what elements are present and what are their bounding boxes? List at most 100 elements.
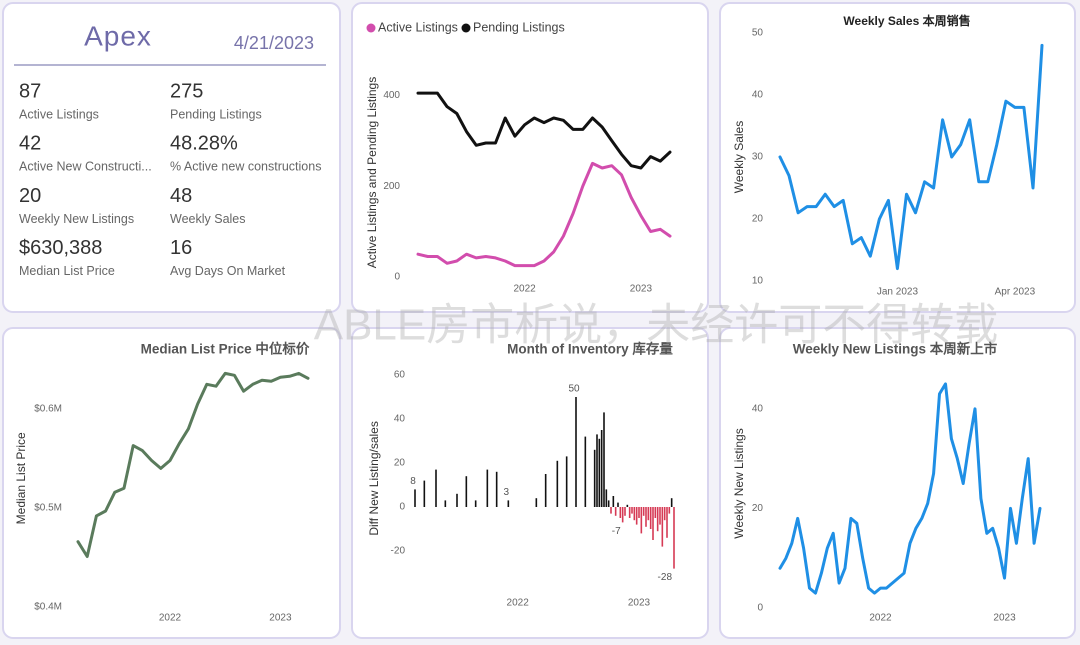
kpi-label: Median List Price xyxy=(19,264,115,278)
bar xyxy=(596,434,598,507)
kpi-label: Pending Listings xyxy=(170,107,262,121)
chart-title: Month of Inventory 库存量 xyxy=(507,341,673,357)
y-axis-title: Weekly Sales xyxy=(732,121,746,193)
x-tick-label: 2022 xyxy=(513,284,536,295)
bar xyxy=(645,507,647,527)
chart-card xyxy=(351,2,709,313)
y-tick-label: 0 xyxy=(757,603,763,614)
y-tick-label: 400 xyxy=(383,90,400,101)
y-tick-label: $0.4M xyxy=(34,602,62,613)
kpi-label: Weekly Sales xyxy=(170,212,246,226)
data-label: -28 xyxy=(658,572,673,583)
bar xyxy=(617,502,619,507)
chart-title: Weekly New Listings 本周新上市 xyxy=(793,341,998,357)
bar xyxy=(628,507,631,518)
x-tick-label: Jan 2023 xyxy=(877,287,919,298)
bar xyxy=(607,500,610,507)
bar xyxy=(465,476,468,507)
bar xyxy=(507,500,510,507)
y-tick-label: 10 xyxy=(752,276,764,287)
bar xyxy=(652,507,654,540)
data-label: 3 xyxy=(504,487,510,498)
bar xyxy=(663,507,666,521)
line xyxy=(416,91,672,170)
x-tick-label: 2022 xyxy=(159,613,182,624)
x-tick-label: Apr 2023 xyxy=(995,287,1036,298)
kpi-label: Weekly New Listings xyxy=(19,212,134,226)
line xyxy=(76,371,310,558)
bar xyxy=(556,460,559,507)
kpi-label: Avg Days On Market xyxy=(170,264,286,278)
chart-card xyxy=(351,327,709,639)
bar xyxy=(600,430,603,507)
bar xyxy=(619,507,622,518)
chart-card xyxy=(719,2,1076,313)
x-tick-label: 2023 xyxy=(269,613,292,624)
y-tick-label: $0.5M xyxy=(34,503,62,514)
kpi-value: 87 xyxy=(19,80,41,102)
chart-title: Median List Price 中位标价 xyxy=(141,341,310,357)
data-label: 50 xyxy=(568,384,580,395)
y-tick-label: 40 xyxy=(752,403,764,414)
bar xyxy=(414,489,416,507)
watermark: ABLE房市析说，未经许可不得转载 xyxy=(314,301,999,350)
line xyxy=(778,43,1044,271)
bar xyxy=(535,498,538,507)
kpi-value: 48 xyxy=(170,185,192,207)
bar xyxy=(612,496,615,507)
bar xyxy=(666,507,668,538)
data-label: 8 xyxy=(410,476,416,487)
line xyxy=(778,382,1042,595)
y-tick-label: 20 xyxy=(394,458,406,469)
kpi-value: 16 xyxy=(170,237,192,259)
kpi-date: 4/21/2023 xyxy=(234,33,314,53)
bar xyxy=(631,507,633,514)
bar xyxy=(635,507,638,525)
bar xyxy=(598,438,601,507)
bar xyxy=(435,469,437,507)
y-tick-label: 200 xyxy=(383,181,400,192)
legend-marker xyxy=(461,23,471,33)
y-axis-title: Median List Price xyxy=(14,432,28,524)
bar xyxy=(642,507,645,516)
kpi-label: Active Listings xyxy=(19,107,99,121)
x-tick-label: 2022 xyxy=(869,613,892,624)
kpi-title: Apex xyxy=(84,20,152,51)
y-tick-label: -20 xyxy=(391,546,406,557)
kpi-value: 20 xyxy=(19,185,41,207)
y-tick-label: 0 xyxy=(399,502,405,513)
y-axis-title: Active Listings and Pending Listings xyxy=(365,77,379,268)
line xyxy=(416,161,672,268)
y-axis-title: Weekly New Listings xyxy=(732,428,746,538)
bar xyxy=(661,507,664,547)
bar xyxy=(544,474,547,507)
bar xyxy=(575,397,577,507)
bar xyxy=(656,507,659,532)
bar xyxy=(638,507,640,518)
bar xyxy=(649,507,652,529)
bar xyxy=(486,469,489,507)
bar xyxy=(423,480,426,507)
bar xyxy=(670,498,673,507)
y-tick-label: 60 xyxy=(394,370,406,381)
y-tick-label: 0 xyxy=(394,272,400,283)
chart-card xyxy=(719,327,1076,639)
bar xyxy=(593,449,596,507)
bar xyxy=(640,507,643,534)
bar xyxy=(603,412,605,507)
kpi-card xyxy=(2,2,341,313)
bar xyxy=(584,436,587,507)
x-tick-label: 2023 xyxy=(993,613,1016,624)
bar xyxy=(668,507,671,514)
y-tick-label: $0.6M xyxy=(34,404,62,415)
bar xyxy=(610,507,612,514)
chart-title: Weekly Sales 本周销售 xyxy=(843,13,970,28)
bar xyxy=(614,507,617,516)
bar xyxy=(495,471,498,507)
kpi-label: % Active new constructions xyxy=(170,160,321,174)
bar xyxy=(565,456,568,507)
kpi-label: Active New Constructi... xyxy=(19,160,152,174)
x-tick-label: 2023 xyxy=(630,284,653,295)
bar xyxy=(673,507,675,569)
